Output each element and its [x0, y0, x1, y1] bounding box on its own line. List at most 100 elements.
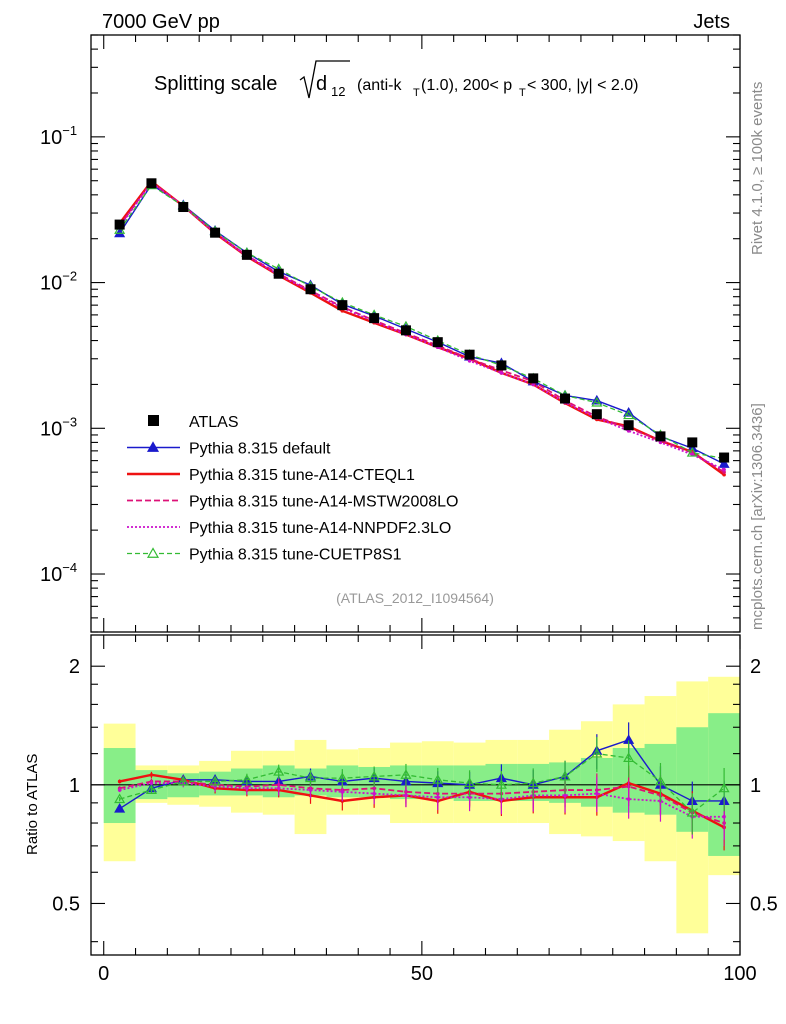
ratio-panel	[91, 676, 740, 934]
legend-item-cuetp: Pythia 8.315 tune-CUETP8S1	[127, 547, 402, 564]
series-point-nnpdf	[531, 382, 536, 387]
ratio-point-nnpdf	[117, 788, 122, 792]
main-axes: 10−110−210−310−4	[40, 34, 741, 633]
ratio-axes: 0 50 100 2 2 1 1 0.5 0.5	[52, 635, 778, 985]
mcplots-label: mcplots.cern.ch [arXiv:1306.3436]	[749, 403, 766, 630]
legend-label: Pythia 8.315 default	[189, 441, 331, 458]
ratio-ylabel: Ratio to ATLAS	[24, 754, 41, 855]
ratio-point-nnpdf	[340, 790, 345, 794]
atlas-point	[178, 202, 189, 213]
ratio-point-cuetp	[718, 782, 730, 793]
xtick-label: 0	[98, 963, 109, 985]
rivet-label: Rivet 4.1.0, ≥ 100k events	[749, 82, 766, 255]
legend-item-nnpdf: Pythia 8.315 tune-A14-NNPDF2.3LO	[127, 520, 451, 537]
main-panel-frame	[90, 34, 741, 633]
ratio-point-cuetp	[177, 775, 189, 786]
ratio-line-default	[119, 739, 725, 810]
legend-item-mstw: Pythia 8.315 tune-A14-MSTW2008LO	[127, 494, 458, 511]
legend: ATLAS Pythia 8.315 default Pythia 8.315 tu…	[127, 414, 458, 564]
series-line-nnpdf	[118, 181, 725, 471]
ratio-point-nnpdf	[308, 788, 313, 792]
series-point-cuetp	[686, 446, 698, 457]
main-ytick-label: 10−3	[40, 414, 77, 440]
series-point-nnpdf	[722, 467, 726, 472]
ratio-point-cuetp	[304, 772, 317, 783]
atlas-point	[560, 393, 571, 404]
xtick-label: 50	[411, 963, 433, 985]
ratio-point-nnpdf	[276, 786, 281, 791]
ratio-point-cuetp	[273, 765, 285, 776]
title-part1: (anti-k	[357, 77, 402, 94]
ratio-ytick-label-right: 1	[750, 775, 761, 797]
main-ytick-label: 10−1	[40, 123, 77, 149]
series-point-mstw	[722, 470, 726, 474]
atlas-point	[496, 360, 507, 371]
title-sqrt-sign	[299, 60, 350, 99]
title-part1-sub: T	[413, 87, 420, 99]
title-part2-sub: T	[519, 87, 526, 99]
main-ytick-exp: −2	[62, 269, 77, 284]
ratio-point-cuetp	[241, 774, 253, 784]
ratio-point-cuetp	[559, 770, 571, 781]
ratio-point-cteql1	[117, 779, 122, 784]
legend-item-default: Pythia 8.315 default	[127, 441, 331, 458]
main-panel	[114, 178, 730, 477]
svg-text:(1.0), 200< p: (1.0), 200< p	[421, 77, 512, 94]
title-part3: < 300, |y| < 2.0)	[527, 77, 639, 94]
legend-label: Pythia 8.315 tune-A14-MSTW2008LO	[189, 494, 458, 511]
ratio-point-cuetp	[686, 806, 698, 817]
ratio-point-cuetp	[623, 752, 635, 762]
atlas-point	[464, 349, 475, 360]
legend-label: Pythia 8.315 tune-A14-NNPDF2.3LO	[189, 520, 451, 537]
main-ytick-exp: −3	[62, 414, 77, 429]
ratio-point-nnpdf	[372, 791, 376, 796]
ratio-point-cuetp	[591, 747, 603, 758]
series-line-mstw	[118, 180, 725, 473]
ratio-point-nnpdf	[467, 795, 472, 800]
main-ytick-base: 10	[40, 127, 62, 149]
legend-label: ATLAS	[189, 414, 239, 431]
main-ytick-exp: −1	[62, 123, 77, 138]
title-d-sub: 12	[331, 84, 345, 99]
ratio-point-cuetp	[336, 772, 348, 783]
main-ytick-label: 10−2	[40, 269, 77, 295]
main-ytick-base: 10	[40, 564, 62, 586]
atlas-point	[210, 227, 221, 238]
svg-text:12: 12	[331, 84, 345, 99]
ratio-ytick-label: 2	[69, 656, 80, 678]
main-ytick-label: 10−4	[40, 560, 77, 586]
atlas-point	[687, 437, 698, 448]
series-point-default	[718, 458, 730, 468]
atlas-point	[591, 409, 602, 420]
svg-text:< 300, |y| < 2.0): < 300, |y| < 2.0)	[527, 77, 639, 94]
series-point-cuetp	[623, 409, 635, 420]
ratio-line-nnpdf	[119, 782, 725, 818]
ratio-point-nnpdf	[595, 791, 599, 796]
legend-marker-cuetp	[146, 547, 160, 558]
main-ytick-exp: −4	[62, 560, 77, 575]
ratio-ytick-label-right: 0.5	[750, 893, 778, 915]
title-d: d	[316, 73, 327, 95]
atlas-point	[400, 325, 411, 336]
ratio-point-cuetp	[209, 775, 221, 786]
ratio-point-cteql1	[149, 773, 154, 777]
svg-text:(anti-k: (anti-k	[357, 77, 402, 94]
title-part2: (1.0), 200< p	[421, 77, 512, 94]
svg-text:Splitting scale: Splitting scale	[154, 73, 277, 95]
ratio-point-cuetp	[400, 769, 412, 779]
atlas-point	[146, 178, 157, 189]
main-ytick-base: 10	[40, 418, 62, 440]
header-left: 7000 GeV pp	[102, 11, 220, 33]
ratio-ytick-label: 1	[69, 775, 80, 797]
ratio-point-nnpdf	[563, 793, 567, 798]
series-point-nnpdf	[467, 359, 472, 363]
ratio-ytick-label-right: 2	[750, 656, 761, 678]
ratio-line-cteql1	[119, 773, 725, 829]
ratio-point-nnpdf	[435, 795, 440, 800]
ratio-point-cuetp	[432, 774, 444, 784]
series-point-cuetp	[591, 396, 603, 407]
main-ytick-base: 10	[40, 273, 62, 295]
series-point-nnpdf	[499, 371, 504, 375]
atlas-point	[337, 300, 348, 311]
xtick-label: 100	[723, 963, 756, 985]
